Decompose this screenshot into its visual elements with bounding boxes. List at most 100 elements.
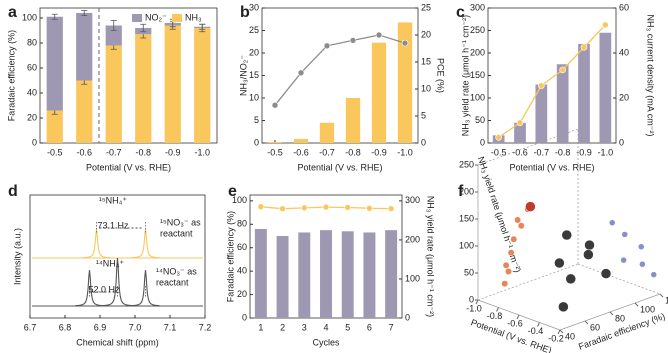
y2-axis-label: PCE (%) xyxy=(436,58,446,93)
z-tick-label: 100 xyxy=(459,240,474,250)
line xyxy=(274,34,406,106)
point xyxy=(609,219,616,226)
point xyxy=(279,205,286,212)
bar xyxy=(397,22,413,143)
point xyxy=(600,268,612,279)
bar xyxy=(578,44,590,143)
panel-label: d xyxy=(8,183,18,200)
x-tick-label: -0.8 xyxy=(135,147,151,157)
legend-swatch xyxy=(132,14,143,22)
legend-label: NO₂⁻ xyxy=(145,12,167,22)
bar xyxy=(76,80,93,143)
point xyxy=(349,37,357,44)
bar xyxy=(371,42,387,143)
bar xyxy=(194,28,211,143)
y-tick-label: 50 xyxy=(475,115,485,125)
x-axis-label: Chemical shift (ppm) xyxy=(76,337,159,347)
y-tick-label: 200 xyxy=(470,47,485,57)
y-tick xyxy=(584,320,589,325)
box-edge xyxy=(577,263,661,295)
x-tick-label: 7.2 xyxy=(199,322,212,332)
bar xyxy=(341,231,354,318)
y-axis-label: Faradaic efficiency (%) xyxy=(6,30,16,121)
x-tick-label: -1.0 xyxy=(397,147,413,157)
x-tick-label: 7.1 xyxy=(164,322,177,332)
legend-swatch xyxy=(172,14,183,22)
y2-tick-label: 5 xyxy=(421,110,426,120)
y-tick-label: 100 xyxy=(640,304,655,314)
x-tick-label: 2 xyxy=(280,322,285,332)
bar xyxy=(105,25,122,46)
bar xyxy=(76,13,93,81)
y-tick-label: 80 xyxy=(615,313,625,323)
x-axis-label: Cycles xyxy=(312,337,340,347)
point xyxy=(650,271,657,278)
bar xyxy=(319,122,335,143)
z-tick-label: 0 xyxy=(469,294,474,304)
panel-label: f xyxy=(458,183,464,200)
y-tick-label: 0 xyxy=(254,137,259,147)
plot-frame xyxy=(487,7,617,144)
annotation: 52.0 Hz xyxy=(88,284,120,294)
x-tick xyxy=(537,322,540,327)
point xyxy=(366,204,373,212)
x-tick-label: -0.8 xyxy=(487,311,503,321)
point xyxy=(621,231,628,238)
bar xyxy=(254,228,267,318)
y-tick-label: 20 xyxy=(27,112,37,122)
point xyxy=(538,82,545,89)
y2-tick-label: 300 xyxy=(405,195,420,205)
error-bar xyxy=(199,23,206,30)
point xyxy=(297,69,305,77)
z-tick-label: 200 xyxy=(459,186,474,196)
x-tick-label: 4 xyxy=(323,322,328,332)
y-tick xyxy=(634,302,639,307)
y-tick-label: 5 xyxy=(254,115,259,125)
x-tick-label: -1.0 xyxy=(194,147,210,157)
x-tick-label: -0.6 xyxy=(512,147,528,157)
y2-tick-label: 40 xyxy=(619,47,629,57)
y-tick-label: 100 xyxy=(232,195,247,205)
bar xyxy=(298,232,311,318)
x-axis-label: Potential (V vs. RHE) xyxy=(297,162,382,172)
y-tick-label: 15 xyxy=(249,70,259,80)
x-tick-label: -0.6 xyxy=(76,147,92,157)
point xyxy=(559,66,566,74)
point xyxy=(510,235,518,243)
annotation: 73.1 Hz xyxy=(97,220,129,230)
annotation: reactant xyxy=(160,228,193,238)
x-tick-label: 3 xyxy=(302,322,307,332)
point xyxy=(620,256,627,264)
y2-tick-label: 25 xyxy=(421,2,431,12)
y2-axis-label: NH₃ yield rate (μmol h⁻¹ cm⁻²) xyxy=(426,196,436,317)
point xyxy=(505,268,512,275)
point xyxy=(517,222,525,230)
bar xyxy=(556,64,569,143)
point xyxy=(565,273,576,285)
point xyxy=(375,31,383,39)
annotation: ¹⁵NO₃⁻ as xyxy=(160,217,201,227)
y-tick-label: 150 xyxy=(470,70,485,80)
x-tick-label: -0.5 xyxy=(491,147,507,157)
x-tick-label: -1.0 xyxy=(598,147,614,157)
point xyxy=(344,204,352,211)
box-edge xyxy=(477,128,579,166)
bar xyxy=(105,45,122,143)
x-tick-label: -0.7 xyxy=(534,147,550,157)
x-tick-label: -0.9 xyxy=(165,147,181,157)
x-tick-label: 6.9 xyxy=(94,322,107,332)
x-tick-label: -0.7 xyxy=(106,147,122,157)
bar xyxy=(46,110,63,143)
panel-label: a xyxy=(8,4,17,21)
bar xyxy=(599,32,612,143)
x-axis-label: Potential (V vs. RHE) xyxy=(86,162,171,172)
y-tick-label: 120 xyxy=(665,295,668,305)
y2-tick-label: 20 xyxy=(619,92,629,102)
point xyxy=(638,243,645,250)
z-tick-label: 150 xyxy=(459,213,474,223)
y-tick-label: 60 xyxy=(590,322,600,332)
plot-frame xyxy=(261,7,419,144)
y-tick-label: 40 xyxy=(565,331,575,341)
y-tick-label: 0 xyxy=(32,137,37,147)
peak xyxy=(75,269,104,307)
